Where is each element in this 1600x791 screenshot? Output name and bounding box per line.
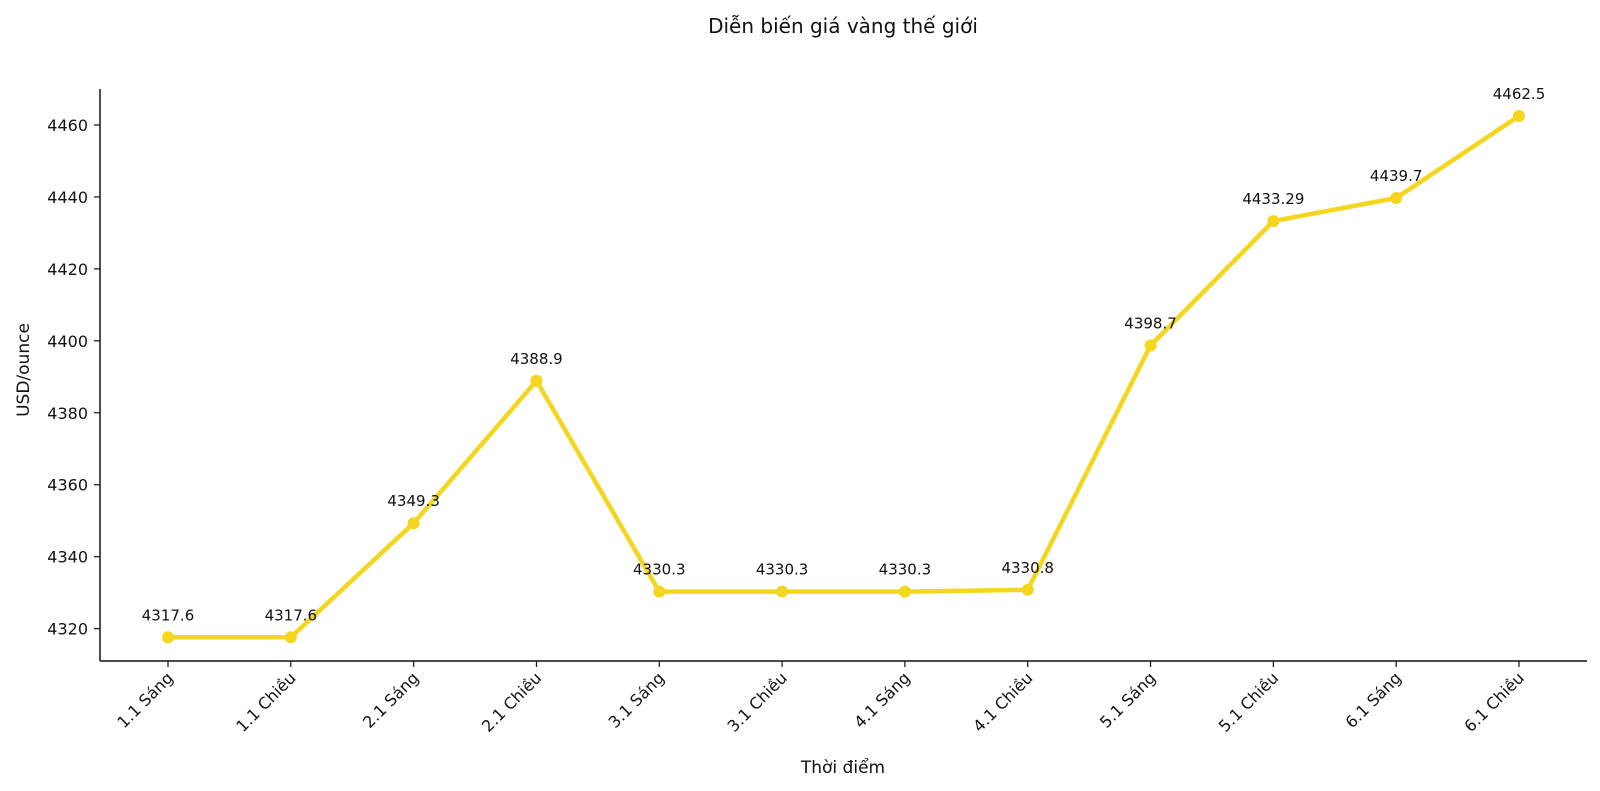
data-label: 4398.7 — [1124, 315, 1177, 333]
y-axis-label: USD/ounce — [14, 323, 34, 417]
series-gold-price — [162, 109, 1525, 644]
data-point — [776, 585, 789, 598]
chart-title: Diễn biến giá vàng thế giới — [708, 14, 978, 38]
data-point — [1390, 192, 1403, 205]
y-tick-label: 4380 — [47, 404, 88, 423]
x-tick-label: 4.1 Chiều — [969, 668, 1036, 735]
x-tick-label: 6.1 Sáng — [1342, 668, 1405, 731]
x-tick-label: 3.1 Chiều — [724, 668, 791, 735]
data-point — [407, 517, 420, 530]
x-axis-ticks: 1.1 Sáng 1.1 Chiều 2.1 Sáng 2.1 Chiều 3.1 Sá… — [113, 661, 1528, 736]
data-point — [1267, 215, 1280, 228]
x-tick-label: 2.1 Chiều — [478, 668, 545, 735]
data-point — [1513, 109, 1525, 122]
y-tick-label: 4400 — [47, 332, 88, 351]
y-tick-label: 4420 — [47, 260, 88, 279]
data-labels: 4317.6 4317.6 4349.3 4388.9 4330.3 4330.3 4330… — [142, 85, 1546, 624]
y-tick-label: 4320 — [47, 620, 88, 639]
data-point — [530, 374, 543, 387]
data-point — [1144, 339, 1157, 352]
data-point — [898, 585, 911, 598]
x-tick-label: 1.1 Chiều — [232, 668, 299, 735]
data-label: 4317.6 — [265, 606, 318, 624]
data-label: 4349.3 — [387, 492, 440, 510]
y-tick-label: 4340 — [47, 548, 88, 567]
x-tick-label: 5.1 Sáng — [1096, 668, 1159, 731]
y-tick-label: 4440 — [47, 188, 88, 207]
data-label: 4462.5 — [1493, 85, 1546, 103]
series-line — [165, 113, 1522, 640]
data-label: 4330.8 — [1001, 559, 1054, 577]
x-tick-label: 1.1 Sáng — [113, 668, 176, 731]
data-label: 4330.3 — [756, 561, 809, 579]
data-label: 4330.3 — [633, 561, 686, 579]
data-label: 4330.3 — [879, 561, 932, 579]
data-point — [284, 631, 297, 644]
x-tick-label: 5.1 Chiều — [1215, 668, 1282, 735]
y-axis-ticks: 4320 4340 4360 4380 4400 4420 4440 4460 — [47, 116, 100, 639]
data-label: 4317.6 — [142, 606, 195, 624]
data-label: 4433.29 — [1242, 190, 1304, 208]
x-axis-label: Thời điểm — [800, 757, 885, 778]
x-tick-label: 3.1 Sáng — [605, 668, 668, 731]
data-point — [162, 631, 174, 644]
x-tick-label: 6.1 Chiều — [1460, 668, 1527, 735]
y-tick-label: 4360 — [47, 476, 88, 495]
data-point — [653, 585, 666, 598]
data-point — [1021, 583, 1034, 596]
data-label: 4439.7 — [1370, 167, 1423, 185]
data-label: 4388.9 — [510, 350, 563, 368]
x-tick-label: 2.1 Sáng — [359, 668, 422, 731]
axes — [99, 89, 1587, 662]
x-tick-label: 4.1 Sáng — [850, 668, 913, 731]
y-tick-label: 4460 — [47, 116, 88, 135]
